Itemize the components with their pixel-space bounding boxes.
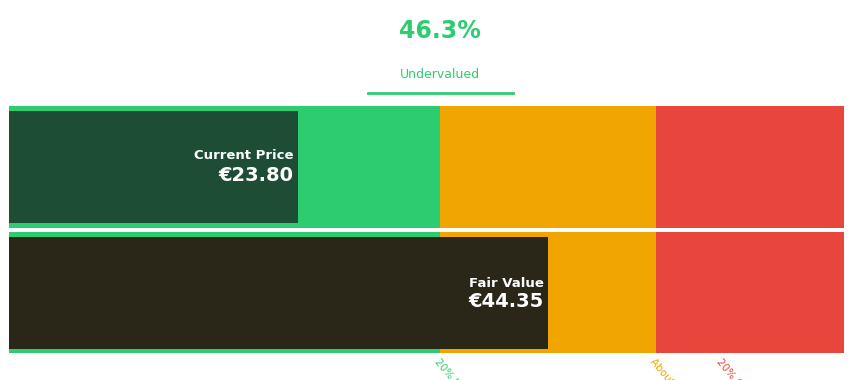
Bar xyxy=(655,106,843,228)
Bar xyxy=(9,237,548,349)
Bar xyxy=(9,232,440,353)
Text: Current Price: Current Price xyxy=(194,149,294,162)
Bar xyxy=(9,106,440,228)
Bar xyxy=(655,232,843,353)
Bar xyxy=(9,111,298,223)
Text: Undervalued: Undervalued xyxy=(400,68,480,81)
Text: Fair Value: Fair Value xyxy=(469,277,544,290)
Text: €44.35: €44.35 xyxy=(468,292,544,310)
Text: About Right: About Right xyxy=(648,356,695,380)
Bar xyxy=(440,232,655,353)
Text: 20% Undervalued: 20% Undervalued xyxy=(432,356,499,380)
Text: 46.3%: 46.3% xyxy=(399,19,481,43)
Text: 20% Overvalued: 20% Overvalued xyxy=(713,356,777,380)
Text: €23.80: €23.80 xyxy=(219,166,294,185)
Bar xyxy=(440,106,655,228)
